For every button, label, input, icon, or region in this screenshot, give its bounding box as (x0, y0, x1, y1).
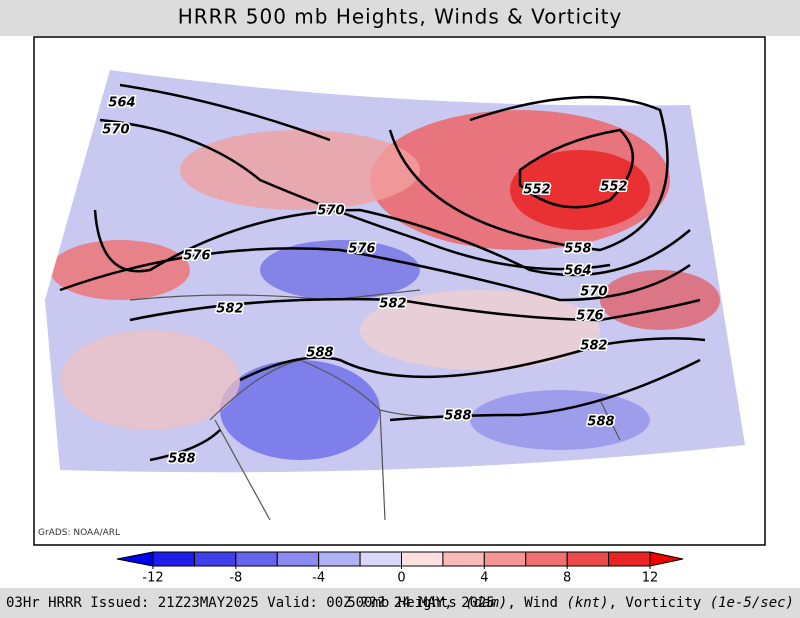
colorbar-tick-label: -4 (312, 571, 325, 586)
footer-part: , Wind (507, 595, 566, 611)
colorbar-tick-label: 8 (563, 571, 571, 586)
contour-label: 588 (444, 409, 471, 424)
colorbar-segment (525, 551, 568, 567)
contour-label: 582 (379, 297, 406, 312)
colorbar-segment (442, 551, 485, 567)
height-contours (59, 83, 706, 462)
contour-label: 588 (168, 452, 195, 467)
colorbar-segment (608, 551, 651, 567)
contour-label: 582 (216, 302, 243, 317)
title-bar (0, 0, 800, 36)
colorbar-segment (276, 551, 320, 567)
contour-label: 582 (580, 339, 607, 354)
title: HRRR 500 mb Heights, Winds & Vorticity (178, 5, 623, 29)
colorbar-tick-label: 4 (480, 571, 488, 586)
colorbar-segment (566, 551, 610, 567)
footer-bar (0, 588, 800, 618)
colorbar-extend (116, 551, 154, 567)
footer-part: (dam) (465, 595, 507, 611)
contour-label: 564 (564, 264, 591, 279)
contour-label: 570 (102, 123, 129, 138)
colorbar-segment (359, 551, 403, 567)
contour-label: 564 (108, 96, 135, 111)
contour-label: 570 (317, 204, 344, 219)
footer-part: 500mb Heights (347, 595, 465, 611)
footer-left: 03Hr HRRR Issued: 21Z23MAY2025 Valid: 00… (6, 595, 495, 611)
contour-label: 576 (576, 309, 603, 324)
colorbar-segment (152, 551, 195, 567)
footer-part: (knt) (566, 595, 608, 611)
colorbar-segment (401, 551, 444, 567)
credit: GrADS: NOAA/ARL (38, 528, 120, 538)
contour-label: 570 (580, 285, 607, 300)
colorbar-tick-label: 0 (397, 571, 405, 586)
colorbar-tick-label: -8 (229, 571, 242, 586)
footer-part: (1e-5/sec) (710, 595, 794, 611)
contour-label: 552 (600, 180, 627, 195)
colorbar-segment (483, 551, 527, 567)
colorbar-tick-label: 12 (642, 571, 659, 586)
footer-part: , Vorticity (609, 595, 710, 611)
colorbar-segment (235, 551, 278, 567)
contour-label: 576 (183, 249, 210, 264)
contour-label: 558 (564, 242, 591, 257)
colorbar-segment (193, 551, 237, 567)
colorbar-extend (649, 551, 684, 567)
contour-label: 588 (587, 415, 614, 430)
contour-label: 576 (348, 242, 375, 257)
contour-label: 552 (523, 183, 550, 198)
boundaries (129, 289, 621, 521)
colorbar-tick-label: -12 (142, 571, 163, 586)
contour-label: 588 (306, 346, 333, 361)
footer-right: 500mb Heights (dam), Wind (knt), Vortici… (347, 595, 794, 611)
vorticity-field (45, 70, 745, 473)
colorbar-segment (318, 551, 361, 567)
